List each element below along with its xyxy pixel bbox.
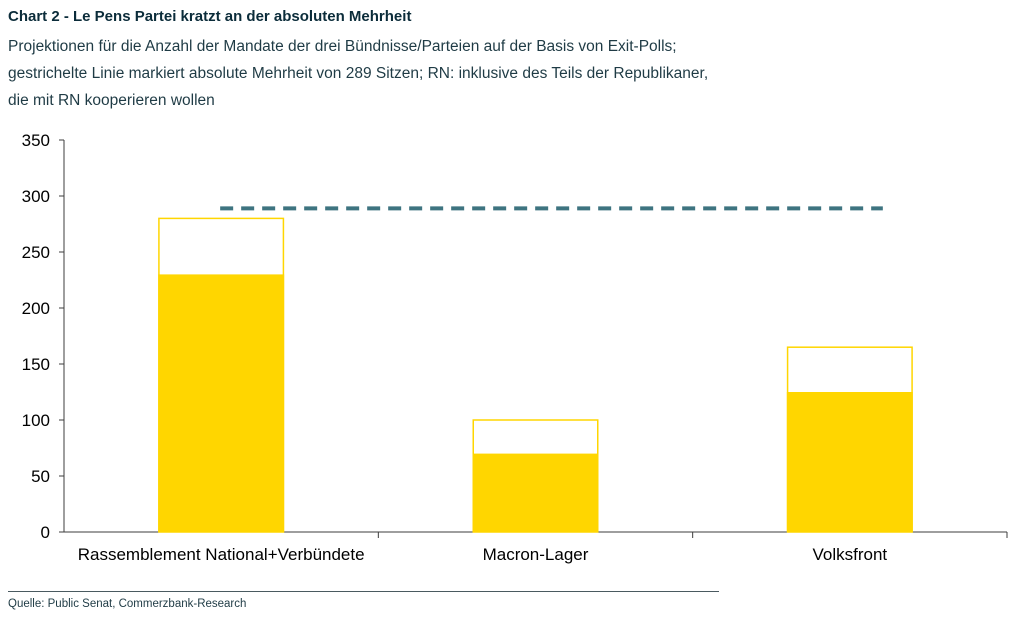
- source-divider: [8, 591, 719, 592]
- bar-solid: [472, 453, 599, 532]
- source-note: Quelle: Public Senat, Commerzbank-Resear…: [8, 598, 247, 610]
- chart-subtitle: Projektionen für die Anzahl der Mandate …: [8, 38, 709, 109]
- x-category-label: Macron-Lager: [483, 545, 589, 564]
- y-tick-label: 100: [22, 411, 50, 430]
- x-category-label: Rassemblement National+Verbündete: [78, 545, 365, 564]
- y-tick-label: 150: [22, 355, 50, 374]
- y-tick-label: 300: [22, 187, 50, 206]
- x-category-label: Volksfront: [813, 545, 888, 564]
- y-tick-label: 250: [22, 243, 50, 262]
- y-tick-label: 350: [22, 131, 50, 150]
- y-tick-label: 0: [41, 523, 50, 542]
- bar-solid: [158, 274, 285, 532]
- bar-chart: 0 50 100 150 200 250 300 350 Rassemblement Nati…: [22, 131, 1008, 564]
- x-axis: Rassemblement National+Verbündete Macron-…: [64, 531, 1008, 564]
- y-tick-label: 200: [22, 299, 50, 318]
- y-tick-label: 50: [31, 467, 50, 486]
- y-axis: 0 50 100 150 200 250 300 350: [22, 131, 65, 542]
- bar-solid: [786, 392, 913, 532]
- chart-title: Chart 2 - Le Pens Partei kratzt an der a…: [8, 8, 412, 25]
- bars: [158, 217, 913, 533]
